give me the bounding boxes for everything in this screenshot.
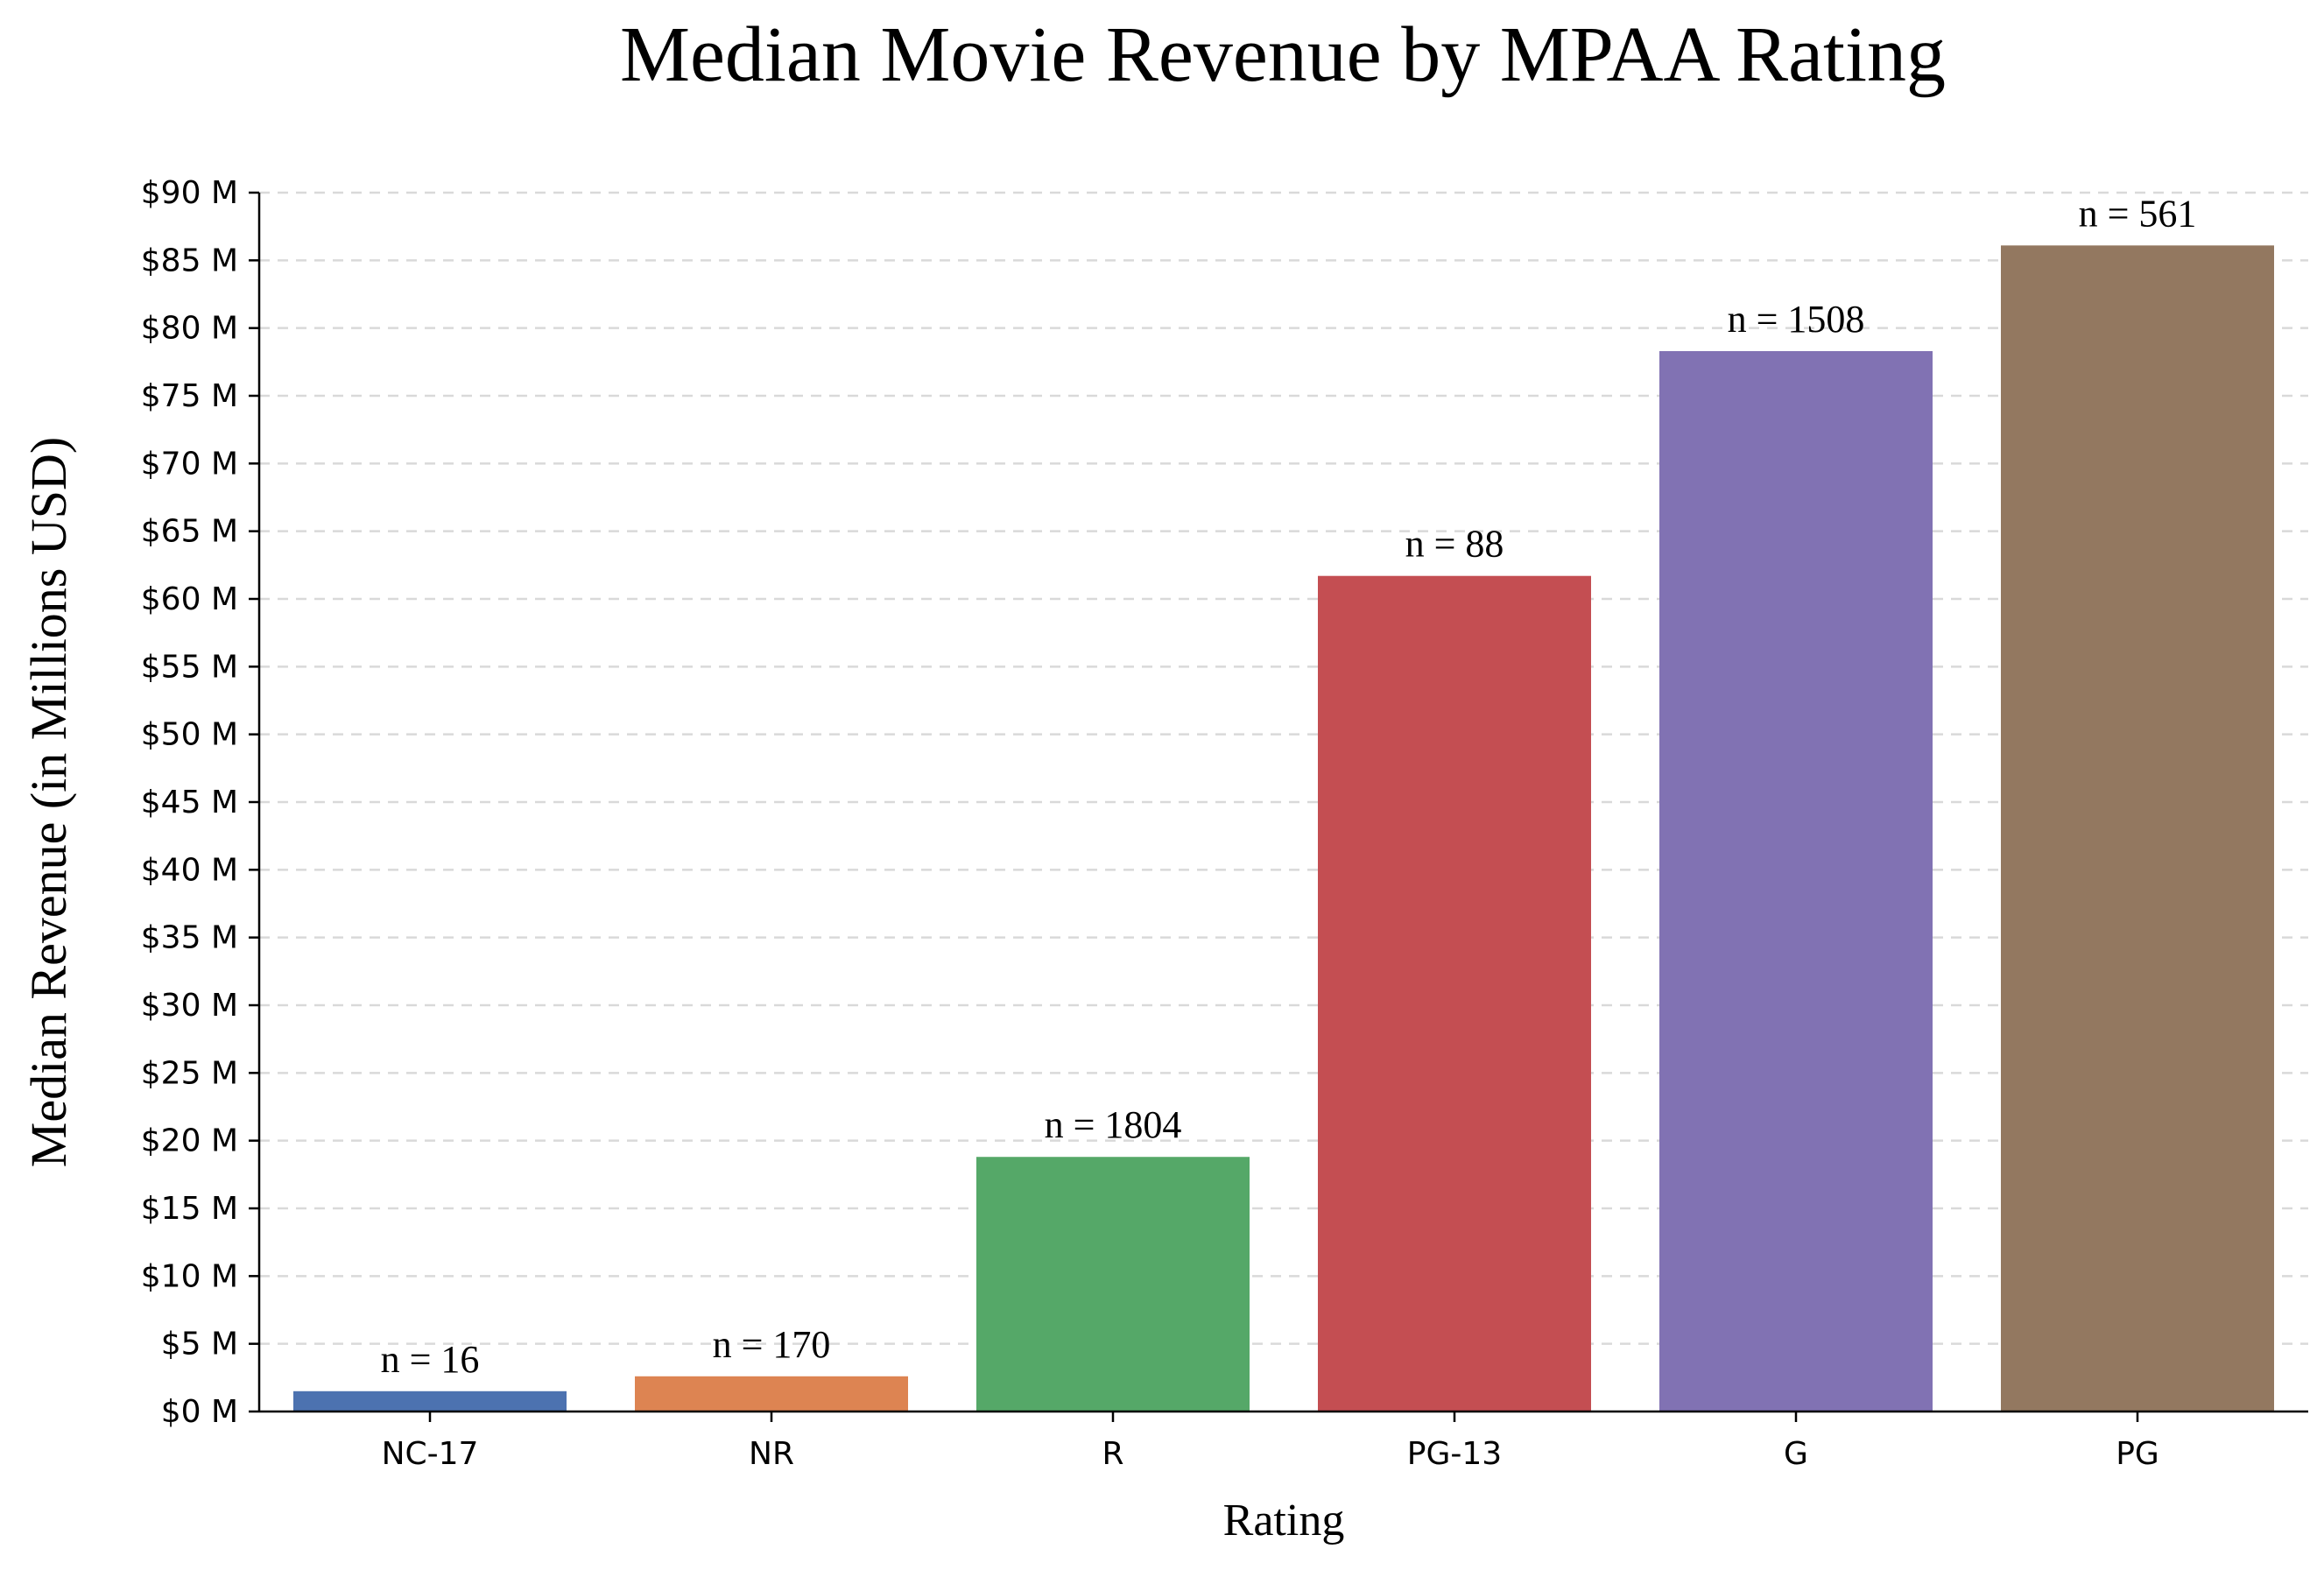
bar-annotation: n = 1804 <box>1045 1103 1182 1146</box>
bar-r <box>976 1157 1250 1412</box>
x-tick-label: NR <box>749 1436 794 1472</box>
y-tick-label: $35 M <box>141 920 238 956</box>
y-tick-label: $25 M <box>141 1055 238 1091</box>
y-axis-label: Median Revenue (in Millions USD) <box>20 437 77 1167</box>
bar-annotation: n = 561 <box>2079 192 2197 235</box>
bar-annotation: n = 170 <box>713 1323 831 1366</box>
y-axis-ticks: $0 M $5 M $10 M $15 M $20 M $25 M $30 M $35 M $4… <box>141 175 259 1430</box>
y-tick-label: $45 M <box>141 785 238 820</box>
x-tick-label: G <box>1784 1436 1808 1472</box>
gridlines <box>259 191 2308 1345</box>
y-tick-label: $20 M <box>141 1123 238 1159</box>
bar-annotation: n = 88 <box>1405 523 1504 566</box>
x-tick-label: NC-17 <box>382 1436 479 1472</box>
y-tick-label: $15 M <box>141 1191 238 1227</box>
y-tick-label: $65 M <box>141 514 238 550</box>
bar-annotation: n = 16 <box>381 1338 480 1381</box>
y-tick-label: $5 M <box>161 1327 238 1362</box>
bar-pg <box>2001 245 2274 1412</box>
bars <box>293 245 2274 1412</box>
y-tick-label: $75 M <box>141 378 238 414</box>
y-tick-label: $50 M <box>141 717 238 753</box>
bar-nc-17 <box>293 1390 567 1412</box>
y-tick-label: $80 M <box>141 311 238 347</box>
y-tick-label: $10 M <box>141 1258 238 1294</box>
x-axis-ticks: NC-17 NR R PG-13 G PG <box>382 1412 2159 1472</box>
bar-nr <box>635 1376 908 1412</box>
y-tick-label: $60 M <box>141 581 238 617</box>
y-tick-label: $85 M <box>141 243 238 278</box>
y-tick-label: $30 M <box>141 988 238 1024</box>
chart-title: Median Movie Revenue by MPAA Rating <box>620 11 1946 98</box>
bar-annotation: n = 1508 <box>1728 298 1865 341</box>
x-axis-label: Rating <box>1223 1496 1345 1545</box>
bar-annotations: n = 16 n = 170 n = 1804 n = 88 n = 1508 n = 5… <box>381 192 2197 1380</box>
bar-g <box>1659 350 1933 1412</box>
bar-pg-13 <box>1318 575 1591 1412</box>
y-tick-label: $0 M <box>161 1394 238 1430</box>
y-tick-label: $40 M <box>141 852 238 888</box>
y-tick-label: $55 M <box>141 649 238 685</box>
x-tick-label: PG-13 <box>1407 1436 1502 1472</box>
y-tick-label: $90 M <box>141 175 238 211</box>
x-tick-label: PG <box>2116 1436 2159 1472</box>
x-tick-label: R <box>1102 1436 1123 1472</box>
y-tick-label: $70 M <box>141 446 238 482</box>
